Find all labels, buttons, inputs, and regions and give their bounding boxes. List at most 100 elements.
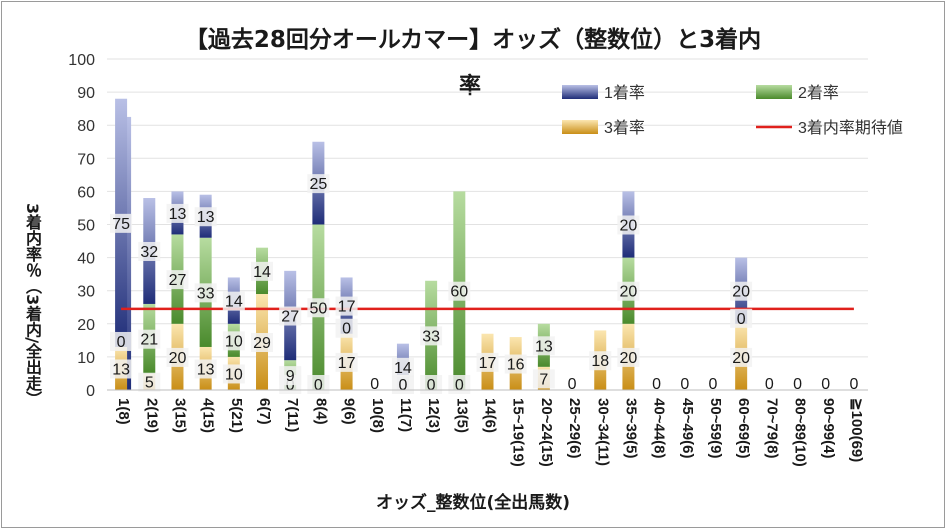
- data-label: 10: [225, 366, 243, 383]
- data-label: 0: [680, 376, 689, 393]
- data-label-bg: [730, 308, 753, 328]
- y-tick-label: 90: [77, 85, 95, 102]
- data-label-bg: [222, 364, 245, 384]
- legend-label: 2着率: [798, 84, 839, 102]
- x-tick-label: 30~34(11): [594, 398, 611, 466]
- data-label: 13: [197, 361, 215, 378]
- x-tick-label: 14(6): [482, 398, 499, 433]
- data-label: 33: [197, 285, 215, 302]
- x-tick-label: 45~49(6): [679, 398, 696, 458]
- data-label: 16: [507, 357, 525, 374]
- legend-swatch: [562, 85, 598, 99]
- data-label-bg: [166, 203, 189, 223]
- data-label: 0: [370, 376, 379, 393]
- x-tick-label: 20~24(15): [538, 398, 555, 467]
- x-tick-label: 4(15): [200, 398, 217, 433]
- legend-label: 1着率: [604, 84, 645, 102]
- y-tick-label: 60: [77, 184, 95, 201]
- data-label: 0: [793, 376, 802, 393]
- x-tick-label: 25~29(6): [566, 398, 583, 458]
- data-label: 0: [117, 334, 126, 351]
- data-label: 17: [338, 355, 356, 372]
- data-label: 27: [169, 272, 187, 289]
- data-label: 14: [225, 294, 243, 311]
- data-label-bg: [110, 331, 133, 351]
- data-label: 7: [539, 371, 548, 388]
- data-label-bg: [532, 336, 555, 356]
- data-label-bg: [194, 359, 217, 379]
- x-tick-label: 15~19(19): [510, 398, 527, 467]
- data-label-bg: [110, 213, 133, 233]
- data-label: 0: [821, 376, 830, 393]
- legend-swatch: [562, 120, 598, 134]
- data-label: 21: [140, 332, 158, 349]
- data-label-bg: [110, 359, 133, 379]
- data-label-bg: [335, 352, 358, 372]
- data-label-bg: [391, 357, 414, 377]
- x-tick-label: 80~89(10): [792, 398, 809, 467]
- data-label: 0: [286, 377, 295, 394]
- y-tick-label: 40: [77, 251, 95, 268]
- data-label: 0: [455, 377, 464, 394]
- data-label: 50: [309, 300, 327, 317]
- data-label: 33: [422, 328, 440, 345]
- data-label: 13: [112, 361, 130, 378]
- data-label-bg: [532, 369, 555, 389]
- x-tick-label: 6(7): [256, 398, 273, 425]
- data-label-bg: [307, 298, 330, 318]
- data-label: 13: [169, 206, 187, 223]
- x-tick-label: 5(21): [228, 398, 245, 433]
- x-tick-label: 60~69(5): [735, 398, 752, 458]
- data-label-bg: [251, 333, 274, 353]
- data-label: 13: [197, 209, 215, 226]
- data-label-bg: [138, 329, 161, 349]
- data-label-bg: [476, 352, 499, 372]
- x-tick-label: 3(15): [171, 398, 188, 433]
- data-label-bg: [222, 291, 245, 311]
- data-label: 17: [338, 299, 356, 316]
- data-label: 18: [591, 353, 609, 370]
- data-label-bg: [335, 318, 358, 338]
- x-tick-label: 13(5): [453, 398, 470, 433]
- legend-label: 3着率: [604, 119, 645, 137]
- data-label-bg: [222, 331, 245, 351]
- data-label: 27: [281, 309, 299, 326]
- bar-extra: [125, 116, 132, 391]
- x-tick-label: 7(11): [284, 398, 301, 432]
- x-tick-label: 90~99(4): [820, 398, 837, 458]
- data-label-bg: [730, 347, 753, 367]
- data-label: 5: [145, 375, 154, 392]
- x-tick-label: 2(19): [143, 398, 160, 433]
- data-label-bg: [194, 207, 217, 227]
- data-label: 0: [849, 376, 858, 393]
- data-label: 10: [225, 333, 243, 350]
- data-label-bg: [730, 281, 753, 301]
- y-tick-label: 30: [77, 284, 95, 301]
- data-label: 17: [479, 355, 497, 372]
- y-tick-label: 80: [77, 118, 95, 135]
- chart-title: 【過去28回分オールカマー】オッズ（整数位）と3着内: [184, 27, 762, 53]
- x-tick-label: 10(8): [369, 398, 386, 433]
- x-tick-label: 40~44(8): [651, 398, 668, 458]
- data-label-bg: [448, 281, 471, 301]
- x-tick-label: 12(3): [425, 398, 442, 433]
- data-label-bg: [391, 375, 414, 394]
- x-tick-label: 1(8): [115, 398, 132, 425]
- data-label: 0: [427, 377, 436, 394]
- y-tick-label: 0: [86, 383, 95, 400]
- data-label: 25: [309, 176, 327, 193]
- legend-swatch: [756, 85, 792, 99]
- data-label: 0: [342, 321, 351, 338]
- data-label-bg: [194, 283, 217, 303]
- x-tick-label: 8(4): [312, 398, 329, 425]
- data-label: 20: [732, 350, 750, 367]
- data-label-bg: [335, 296, 358, 316]
- x-tick-label: 35~39(5): [622, 398, 639, 458]
- data-label: 75: [112, 216, 130, 233]
- data-label: 0: [709, 376, 718, 393]
- x-tick-label: 11(7): [397, 398, 414, 432]
- data-label-bg: [420, 326, 443, 346]
- data-label-bg: [307, 375, 330, 394]
- data-label-bg: [504, 354, 527, 374]
